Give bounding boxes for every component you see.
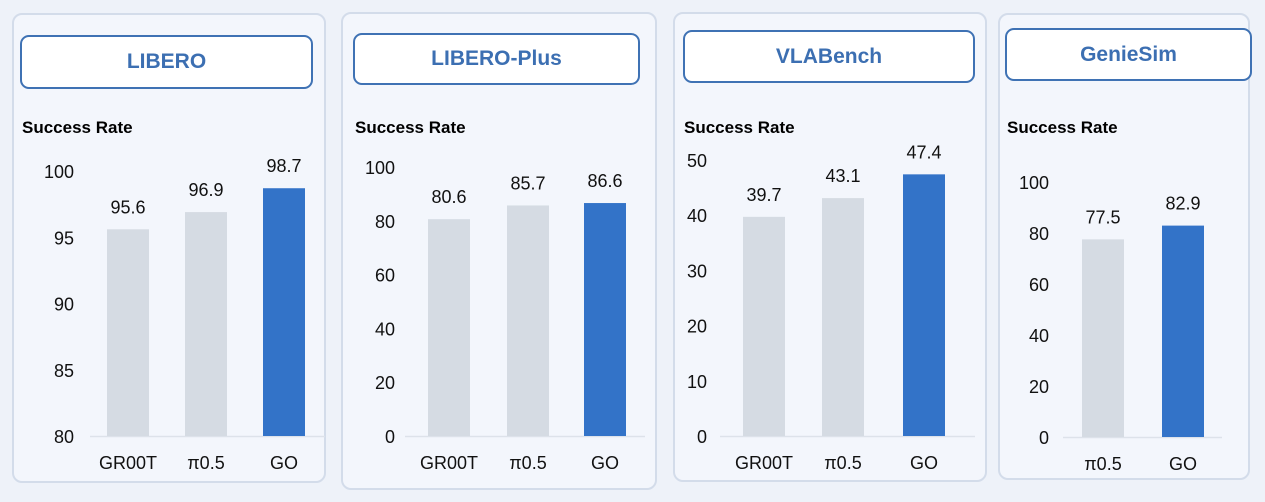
y-tick-label: 10 <box>687 372 707 392</box>
y-tick-label: 30 <box>687 261 707 281</box>
bar-05 <box>1082 239 1124 437</box>
y-tick-label: 40 <box>375 319 395 339</box>
y-tick-label: 40 <box>687 206 707 226</box>
y-tick-label: 0 <box>1039 428 1049 448</box>
x-tick-label: π0.5 <box>1084 454 1121 474</box>
bar-gr00t <box>107 229 149 436</box>
y-tick-label: 100 <box>1019 173 1049 193</box>
data-label: 77.5 <box>1085 207 1120 227</box>
data-label: 43.1 <box>825 166 860 186</box>
chart-title: LIBERO-Plus <box>353 33 640 85</box>
y-tick-label: 85 <box>54 361 74 381</box>
chart-title: VLABench <box>683 30 975 83</box>
y-tick-label: 100 <box>44 162 74 182</box>
data-label: 47.4 <box>906 142 941 162</box>
y-tick-label: 50 <box>687 151 707 171</box>
y-tick-label: 95 <box>54 228 74 248</box>
y-tick-label: 60 <box>375 266 395 286</box>
bar-05 <box>507 205 549 436</box>
data-label: 80.6 <box>431 187 466 207</box>
x-tick-label: GO <box>910 453 938 473</box>
y-tick-label: 20 <box>687 317 707 337</box>
y-tick-label: 100 <box>365 158 395 178</box>
y-tick-label: 60 <box>1029 275 1049 295</box>
data-label: 82.9 <box>1165 194 1200 214</box>
data-label: 85.7 <box>510 173 545 193</box>
y-tick-label: 40 <box>1029 326 1049 346</box>
y-axis-label: Success Rate <box>22 118 133 137</box>
x-tick-label: GO <box>270 453 298 473</box>
y-tick-label: 0 <box>697 427 707 447</box>
bar-go <box>584 203 626 436</box>
x-tick-label: π0.5 <box>187 453 224 473</box>
data-label: 96.9 <box>188 180 223 200</box>
y-tick-label: 90 <box>54 295 74 315</box>
y-tick-label: 80 <box>1029 224 1049 244</box>
bar-gr00t <box>743 216 785 436</box>
x-tick-label: GR00T <box>99 453 157 473</box>
chart-title: LIBERO <box>20 35 313 89</box>
y-tick-label: 0 <box>385 427 395 447</box>
data-label: 86.6 <box>587 171 622 191</box>
y-tick-label: 20 <box>375 373 395 393</box>
bar-go <box>1162 225 1204 437</box>
x-tick-label: π0.5 <box>509 453 546 473</box>
x-tick-label: GO <box>591 453 619 473</box>
x-tick-label: GR00T <box>420 453 478 473</box>
chart-title: GenieSim <box>1005 28 1252 81</box>
bar-05 <box>185 212 227 436</box>
y-axis-label: Success Rate <box>355 118 466 137</box>
y-tick-label: 80 <box>54 427 74 447</box>
y-tick-label: 20 <box>1029 377 1049 397</box>
x-tick-label: GO <box>1169 454 1197 474</box>
x-tick-label: GR00T <box>735 453 793 473</box>
bar-gr00t <box>428 219 470 436</box>
bar-go <box>903 174 945 437</box>
data-label: 39.7 <box>746 185 781 205</box>
y-axis-label: Success Rate <box>684 118 795 137</box>
bar-go <box>263 188 305 436</box>
bar-05 <box>822 198 864 436</box>
data-label: 98.7 <box>266 156 301 176</box>
data-label: 95.6 <box>110 197 145 217</box>
x-tick-label: π0.5 <box>824 453 861 473</box>
y-axis-label: Success Rate <box>1007 118 1118 137</box>
y-tick-label: 80 <box>375 212 395 232</box>
